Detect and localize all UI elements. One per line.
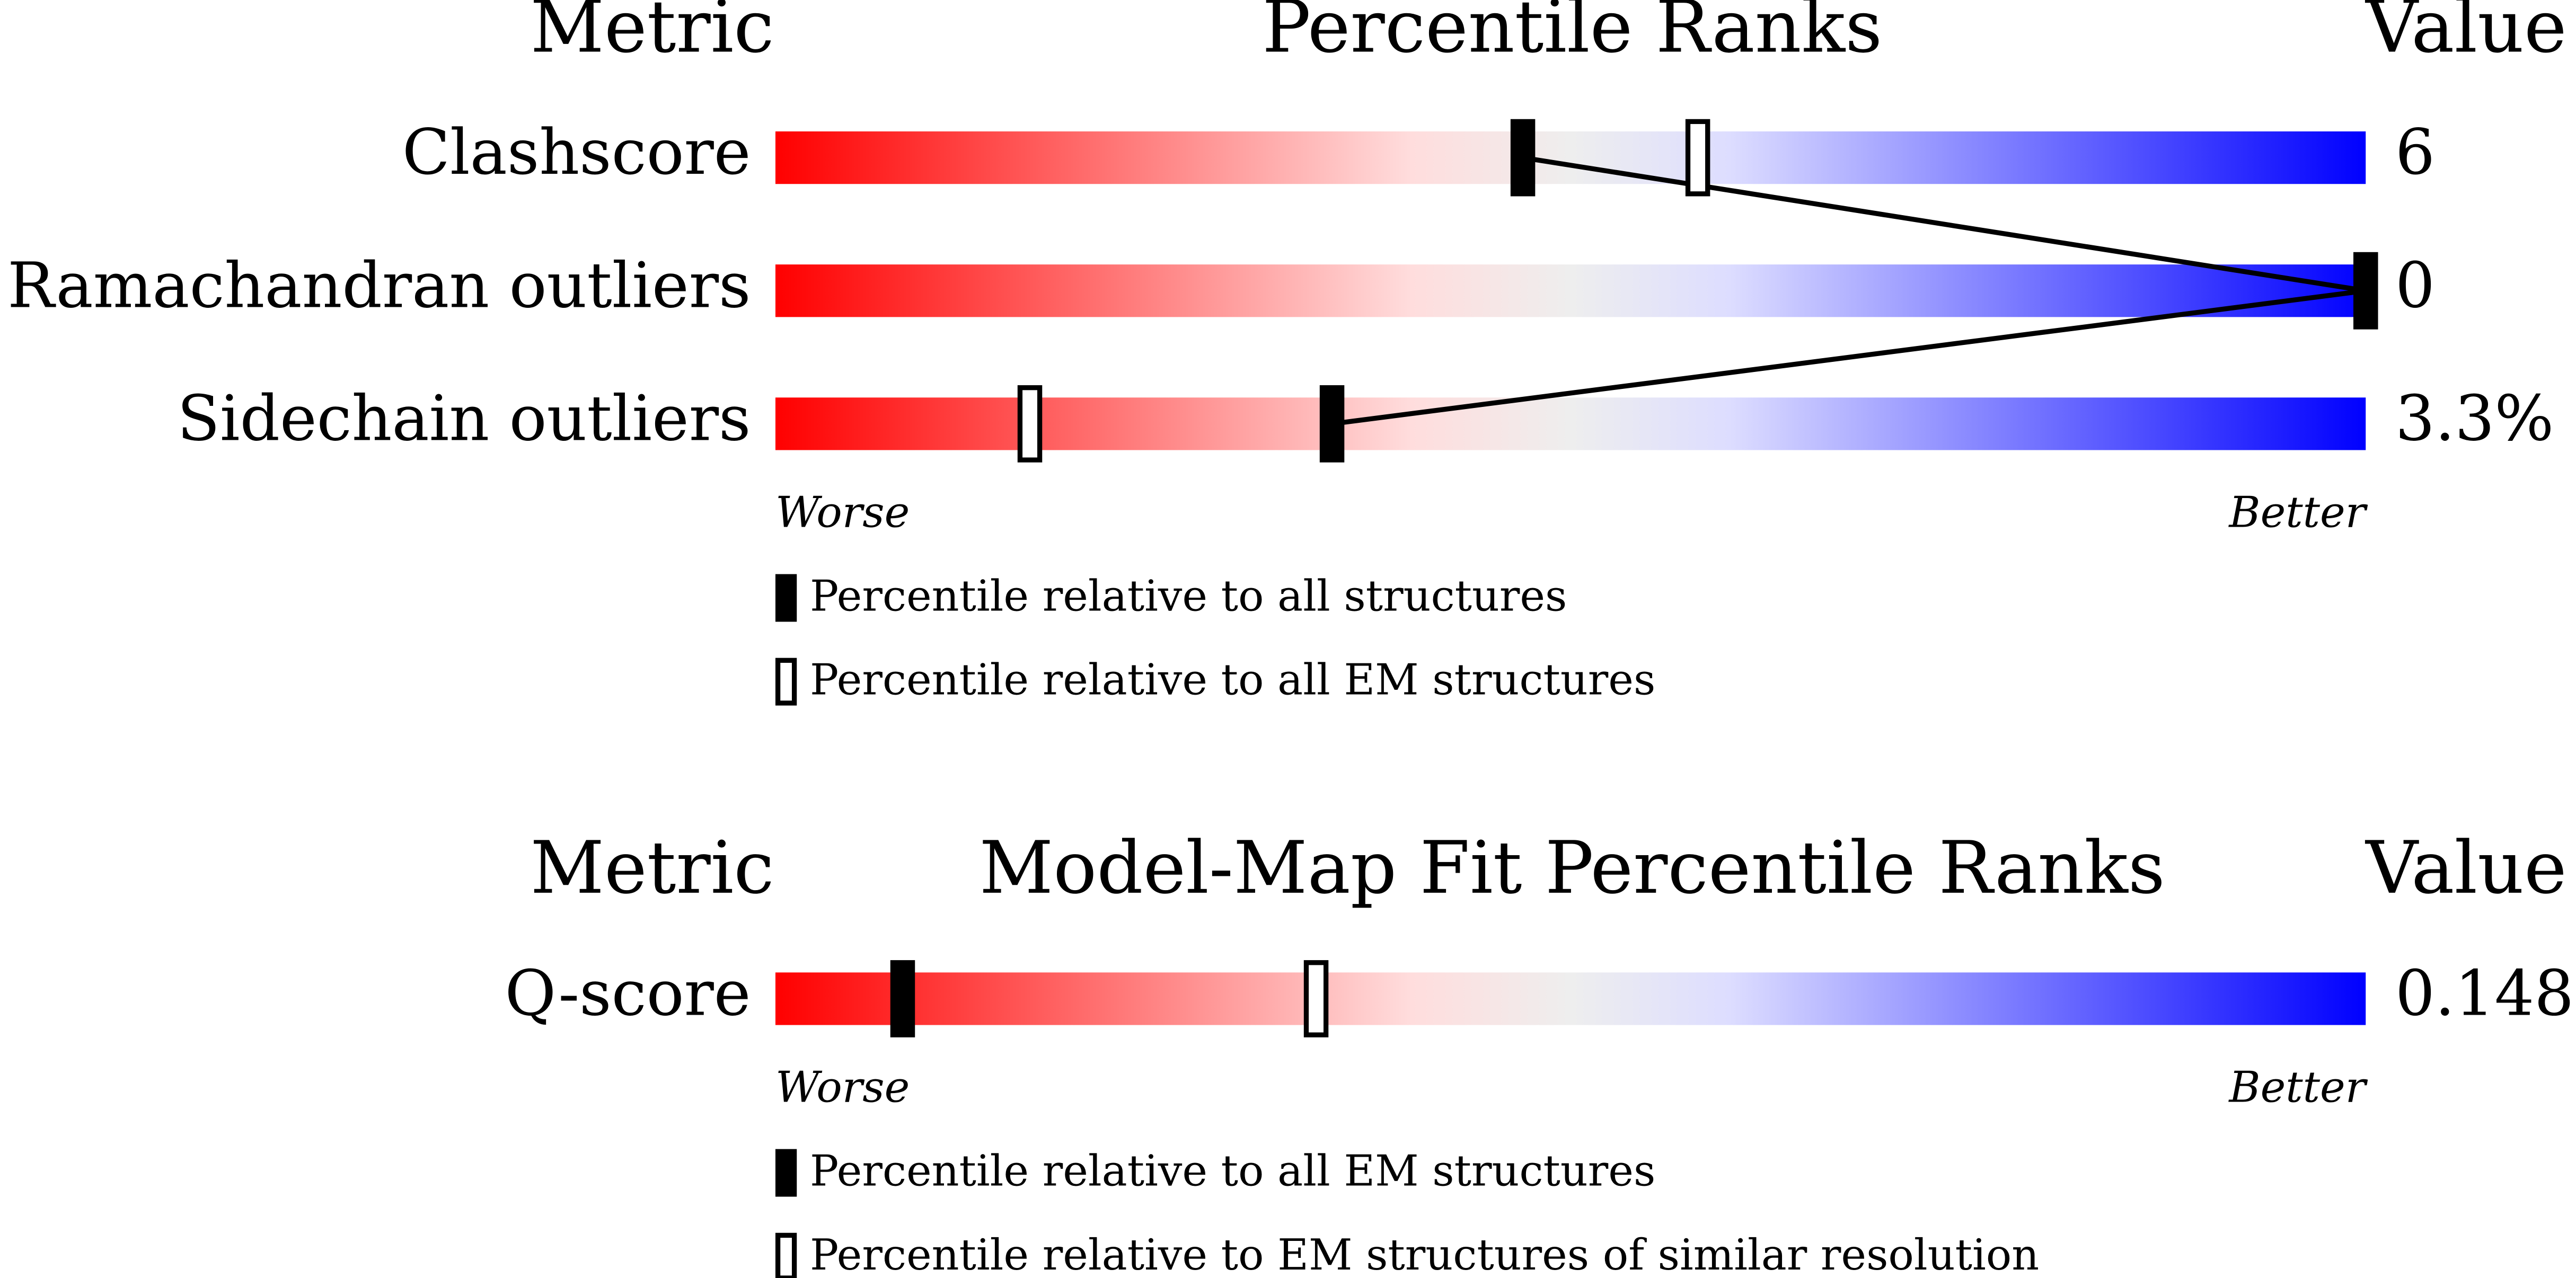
- legend-swatch: [775, 658, 797, 706]
- metric-header: Metric: [530, 0, 774, 69]
- slider-bar: [775, 397, 2366, 450]
- legend-swatch: [775, 1149, 797, 1197]
- metric-value: 6: [2395, 116, 2435, 189]
- metric-label: Q-score: [505, 957, 751, 1030]
- percentile-marker: [1685, 119, 1710, 197]
- better-label: Better: [2228, 487, 2368, 537]
- worse-label: Worse: [775, 1063, 910, 1113]
- slider-bar: [775, 131, 2366, 184]
- better-label: Better: [2228, 1063, 2368, 1113]
- metric-label: Ramachandran outliers: [7, 249, 751, 322]
- percentile-marker: [1319, 385, 1345, 463]
- legend-label: Percentile relative to all EM structures: [810, 1147, 1655, 1196]
- legend-label: Percentile relative to all structures: [810, 572, 1567, 622]
- legend-swatch: [775, 574, 797, 622]
- percentile-marker: [1303, 960, 1329, 1037]
- slider-bar: [775, 264, 2366, 317]
- metric-header: Metric: [530, 826, 774, 910]
- metric-label: Sidechain outliers: [177, 382, 751, 455]
- legend-swatch: [775, 1232, 797, 1278]
- metric-value: 3.3%: [2395, 382, 2554, 455]
- value-header: Value: [2365, 0, 2566, 69]
- percentile-marker: [1017, 385, 1043, 463]
- worse-label: Worse: [775, 487, 910, 537]
- metric-value: 0.148: [2395, 957, 2574, 1030]
- percentile-marker: [2353, 252, 2378, 330]
- metric-value: 0: [2395, 249, 2435, 322]
- slider-bar: [775, 972, 2366, 1025]
- metric-label: Clashscore: [402, 116, 751, 189]
- legend-label: Percentile relative to all EM structures: [810, 655, 1655, 705]
- chart-title: Model-Map Fit Percentile Ranks: [980, 826, 2165, 910]
- percentile-marker: [1510, 119, 1536, 197]
- chart-title: Percentile Ranks: [1262, 0, 1882, 69]
- legend-label: Percentile relative to EM structures of …: [810, 1230, 2039, 1278]
- percentile-marker: [890, 960, 915, 1037]
- value-header: Value: [2365, 826, 2566, 910]
